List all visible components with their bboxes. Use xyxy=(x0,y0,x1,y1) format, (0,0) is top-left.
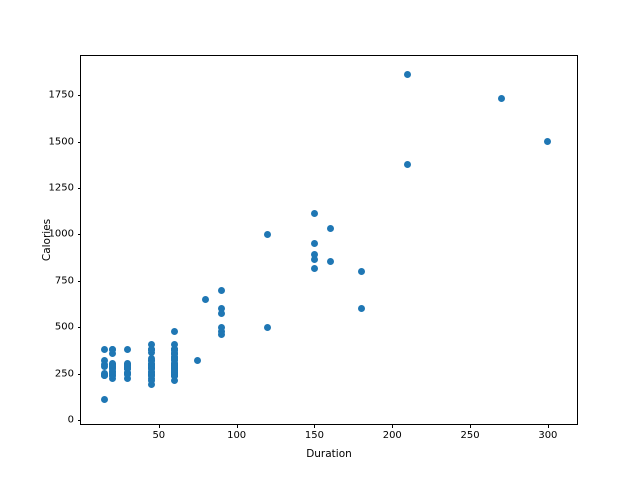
x-tick-mark xyxy=(547,424,549,428)
x-tick-label: 100 xyxy=(227,430,247,441)
scatter-point xyxy=(217,310,225,317)
scatter-point xyxy=(404,71,412,79)
x-tick-mark xyxy=(236,424,238,428)
scatter-point xyxy=(310,209,318,217)
x-tick-mark xyxy=(470,424,472,428)
scatter-point xyxy=(170,363,178,370)
scatter-point xyxy=(108,371,116,379)
y-tick-label: 1250 xyxy=(48,182,74,194)
scatter-point xyxy=(147,359,155,367)
scatter-point xyxy=(497,95,505,103)
y-tick-label: 750 xyxy=(54,275,74,287)
scatter-point xyxy=(326,224,334,232)
y-tick-mark xyxy=(77,373,81,375)
x-tick-label: 150 xyxy=(304,430,324,441)
scatter-point xyxy=(194,357,202,365)
scatter-point xyxy=(100,396,108,404)
scatter-point xyxy=(217,286,225,294)
scatter-point xyxy=(217,331,225,339)
scatter-point xyxy=(264,230,272,238)
x-axis-label: Duration xyxy=(306,448,352,460)
scatter-point xyxy=(147,341,155,349)
scatter-point xyxy=(147,380,155,388)
x-tick-mark xyxy=(392,424,394,428)
scatter-point xyxy=(310,250,318,258)
scatter-point xyxy=(170,340,178,348)
y-tick-mark xyxy=(77,280,81,282)
x-tick-label: 300 xyxy=(538,430,558,441)
scatter-point xyxy=(202,296,209,304)
y-tick-label: 1000 xyxy=(48,228,74,240)
scatter-point xyxy=(124,375,132,383)
scatter-point xyxy=(100,346,108,354)
scatter-point xyxy=(124,364,132,372)
y-axis-label: Calories xyxy=(41,218,54,262)
scatter-point xyxy=(170,376,178,384)
y-tick-label: 500 xyxy=(54,321,74,333)
scatter-point xyxy=(108,349,116,357)
scatter-point xyxy=(217,305,225,313)
scatter-point xyxy=(357,268,365,276)
scatter-point xyxy=(147,376,155,384)
scatter-point xyxy=(124,359,132,367)
y-tick-label: 1500 xyxy=(48,136,74,148)
x-tick-label: 250 xyxy=(460,430,480,441)
y-tick-mark xyxy=(77,188,81,189)
y-tick-label: 0 xyxy=(67,414,74,426)
y-tick-label: 250 xyxy=(54,368,74,380)
y-tick-mark xyxy=(77,141,81,143)
scatter-point xyxy=(108,361,116,369)
y-tick-mark xyxy=(77,234,81,236)
scatter-point xyxy=(147,372,155,380)
y-tick-mark xyxy=(77,327,81,329)
scatter-point xyxy=(404,161,412,169)
x-tick-mark xyxy=(158,424,160,428)
x-tick-label: 50 xyxy=(152,430,166,441)
scatter-point xyxy=(170,354,178,362)
scatter-point xyxy=(124,346,132,354)
scatter-point xyxy=(544,138,552,146)
plot-axes: 50 100 150 200 250 300 0 250 500 750 1000 1250 1500… xyxy=(41,55,578,460)
scatter-point xyxy=(357,305,365,313)
scatter-point xyxy=(147,346,155,354)
scatter-point xyxy=(170,349,178,357)
scatter-point xyxy=(217,327,225,335)
scatter-point xyxy=(108,346,116,354)
scatter-point xyxy=(310,256,318,264)
y-tick-mark xyxy=(77,95,81,97)
scatter-point xyxy=(310,239,318,247)
scatter-plot-area xyxy=(81,56,577,424)
x-tick-mark xyxy=(314,424,316,428)
scatter-point xyxy=(264,323,272,331)
scatter-point xyxy=(100,371,108,379)
y-tick-mark xyxy=(77,420,81,422)
scatter-point xyxy=(108,368,116,376)
scatter-point xyxy=(100,363,108,370)
scatter-point xyxy=(326,258,334,266)
scatter-point xyxy=(124,371,132,379)
y-tick-label: 1750 xyxy=(48,89,74,101)
scatter-point xyxy=(170,368,178,376)
scatter-point xyxy=(170,346,178,354)
scatter-point xyxy=(100,357,108,365)
scatter-point xyxy=(217,323,225,331)
scatter-point xyxy=(147,368,155,376)
scatter-point xyxy=(170,327,178,335)
scatter-point xyxy=(310,265,318,273)
x-tick-label: 200 xyxy=(382,430,402,441)
